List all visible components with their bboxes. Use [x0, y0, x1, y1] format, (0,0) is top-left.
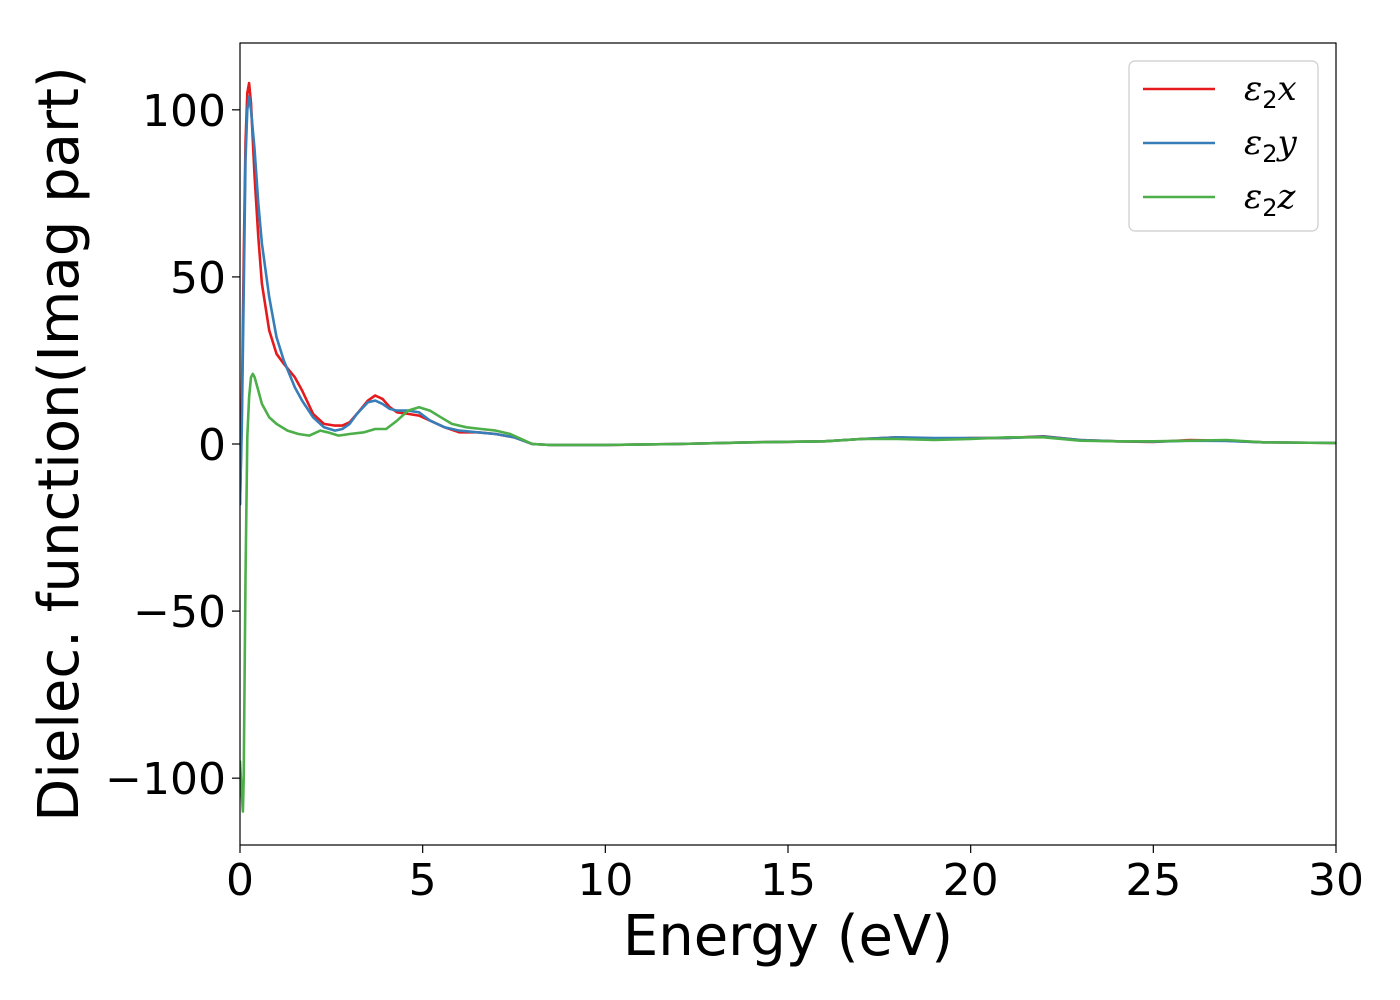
x-tick-label: 5	[409, 855, 437, 906]
x-tick-label: 30	[1308, 855, 1364, 906]
x-tick-label: 10	[577, 855, 633, 906]
legend-label-x: ε2x	[1244, 69, 1297, 114]
legend-symbol: ε	[1244, 177, 1262, 217]
y-tick-label: 0	[198, 420, 226, 471]
series-line-z	[240, 372, 1336, 813]
x-axis-title: Energy (eV)	[623, 904, 953, 969]
legend-subscript: 2	[1262, 140, 1277, 168]
legend-subscript: 2	[1262, 194, 1277, 222]
legend-box	[1128, 60, 1319, 232]
legend-suffix: y	[1276, 123, 1298, 163]
x-axis-ticks: 0 5 10 15 20 25 30	[226, 845, 1364, 906]
legend-symbol: ε	[1244, 123, 1262, 163]
y-tick-label: 50	[170, 253, 226, 304]
plot-lines	[240, 81, 1336, 813]
x-tick-label: 0	[226, 855, 254, 906]
y-axis-ticks: −100 −50 0 50 100	[105, 86, 240, 805]
y-axis-title: Dielec. function(Imag part)	[27, 66, 92, 822]
x-tick-label: 15	[760, 855, 816, 906]
legend-label-z: ε2z	[1244, 177, 1297, 222]
legend-label-y: ε2y	[1244, 123, 1298, 168]
y-tick-label: 100	[142, 86, 226, 137]
y-tick-label: −50	[133, 587, 226, 638]
x-tick-label: 20	[943, 855, 999, 906]
x-tick-label: 25	[1125, 855, 1181, 906]
legend-symbol: ε	[1244, 69, 1262, 109]
y-tick-label: −100	[105, 754, 226, 805]
legend-suffix: z	[1277, 177, 1297, 217]
legend-suffix: x	[1278, 69, 1297, 109]
legend-subscript: 2	[1262, 86, 1277, 114]
